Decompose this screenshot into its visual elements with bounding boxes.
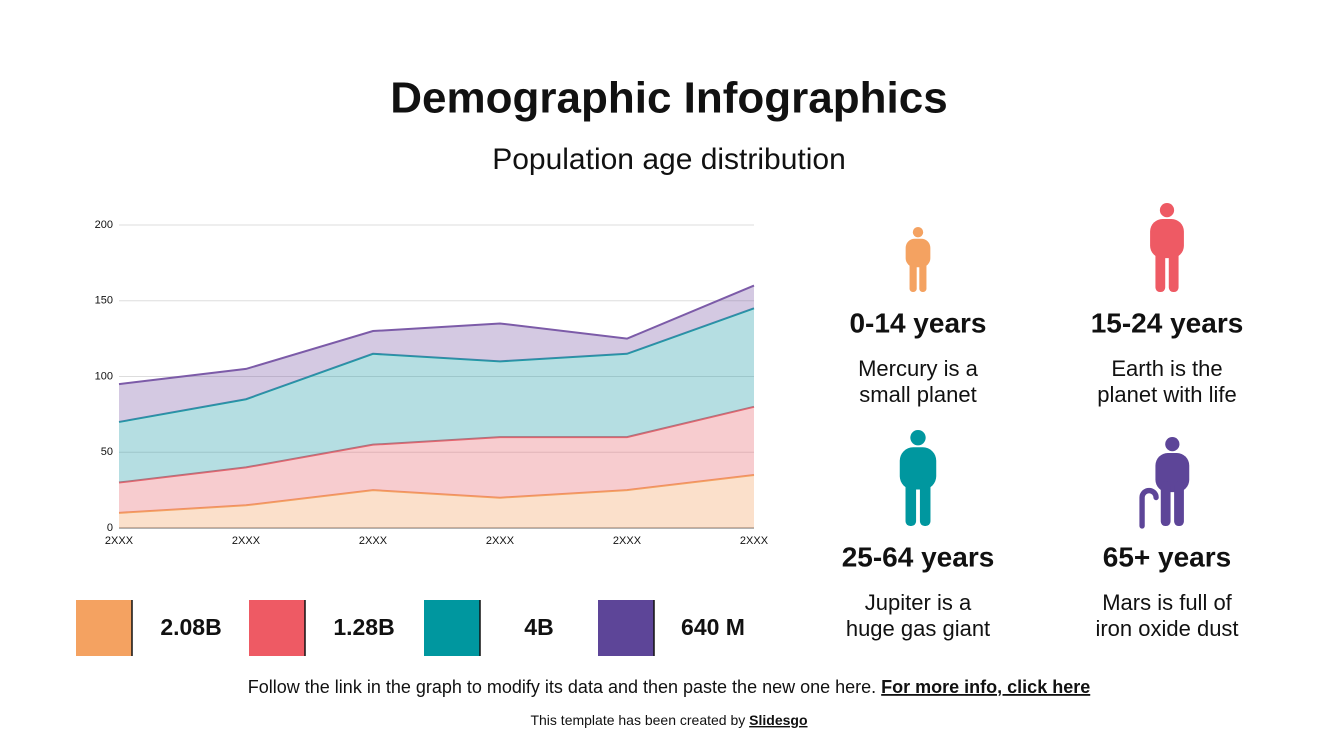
area [119,474,754,528]
group-description: planet with life [1097,382,1236,407]
area [119,406,754,513]
footer-link[interactable]: For more info, click here [881,677,1090,697]
icon-part [1174,481,1184,526]
area-line [118,405,755,484]
group-description: Earth is the [1111,356,1222,381]
person-icon [1150,203,1184,292]
legend-value: 2.08B [160,614,221,640]
legend-swatch [76,600,132,656]
icon-part [899,447,937,490]
icon-part [1155,247,1166,292]
group-heading: 0-14 years [849,307,986,338]
icon-part [919,259,927,292]
legend-value: 4B [524,614,553,640]
subtitle: Population age distribution [492,143,846,176]
area-line [118,307,755,423]
group-description: small planet [859,382,976,407]
icon-part [912,227,924,238]
icon-part [1139,487,1159,529]
legend-swatch [424,600,480,656]
person-icon [899,430,937,526]
credit-note: This template has been created by [530,712,749,728]
person-icon [905,227,931,292]
icon-part [1159,203,1175,218]
legend-value: 640 M [681,614,745,640]
x-tick-label: 2XXX [105,535,134,547]
footer-note: Follow the link in the graph to modify i… [248,677,881,697]
y-tick-label: 100 [95,370,113,382]
area-line [118,473,755,514]
x-tick-label: 2XXX [232,535,261,547]
title: Demographic Infographics [390,74,947,123]
y-tick-label: 150 [95,295,113,307]
y-tick-label: 200 [95,219,113,231]
group-description: Mercury is a [858,356,979,381]
x-tick-label: 2XXX [359,535,388,547]
icon-part [1168,247,1179,292]
group-description: Mars is full of [1102,590,1232,615]
icon-part [910,430,926,446]
group-description: Jupiter is a [865,590,972,615]
icon-part [1165,437,1180,452]
x-tick-label: 2XXX [486,535,515,547]
y-tick-label: 50 [101,446,113,458]
y-tick-label: 0 [107,522,113,534]
legend-swatch [598,600,654,656]
footer-text: Follow the link in the graph to modify i… [248,677,1090,697]
group-heading: 65+ years [1103,541,1231,572]
area [119,308,754,483]
icon-part [905,478,917,526]
icon-part [1160,481,1171,526]
legend-swatch [249,600,305,656]
group-description: huge gas giant [846,616,990,641]
icon-part [919,478,931,526]
legend-value: 1.28B [333,614,394,640]
x-tick-label: 2XXX [613,535,642,547]
group-heading: 25-64 years [842,541,995,572]
group-description: iron oxide dust [1095,616,1238,641]
group-heading: 15-24 years [1091,307,1244,338]
area-line [118,284,755,386]
credit-text: This template has been created by Slides… [530,712,807,728]
icon-part [1150,219,1184,259]
person-icon [1139,437,1190,529]
icon-part [909,259,917,292]
icon-part [1155,453,1190,493]
x-tick-label: 2XXX [740,535,769,547]
area [119,285,754,422]
credit-link[interactable]: Slidesgo [749,712,807,728]
icon-part [905,238,931,268]
